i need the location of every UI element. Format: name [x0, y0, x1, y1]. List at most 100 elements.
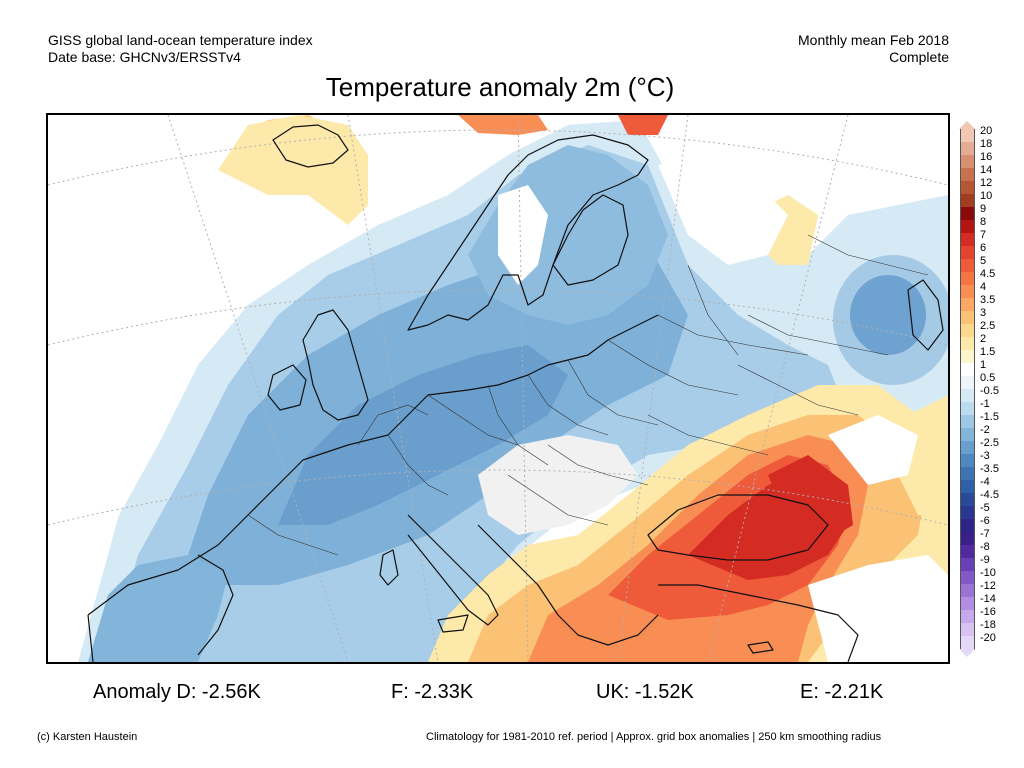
anomaly-spain: E: -2.21K [800, 681, 884, 703]
turkey-coast [658, 584, 859, 662]
continent-coast [87, 314, 659, 616]
legend-swatch [960, 363, 975, 377]
legend-label: 16 [980, 151, 993, 163]
legend-swatch [960, 272, 975, 286]
legend-swatch [960, 337, 975, 351]
copyright: (c) Karsten Haustein [37, 731, 138, 743]
legend-swatch [960, 558, 975, 572]
header-left: GISS global land-ocean temperature index… [48, 32, 313, 66]
legend-swatch [960, 415, 975, 429]
legend-label: -18 [980, 619, 996, 631]
turkey-hotspot [768, 455, 853, 540]
legend-swatch [960, 545, 975, 559]
legend-swatch [960, 181, 975, 195]
legend-label: -3 [980, 450, 990, 462]
ireland-coast [267, 364, 307, 411]
south-east-neutral [808, 555, 948, 662]
legend-swatch [960, 571, 975, 585]
legend-label: -9 [980, 554, 990, 566]
anomaly-uk: UK: -1.52K [596, 681, 694, 703]
neutral-patches [48, 115, 948, 662]
legend-label: -5 [980, 502, 990, 514]
footnote: Climatology for 1981-2010 ref. period | … [426, 731, 882, 743]
legend-label: 14 [980, 164, 993, 176]
legend-swatch [960, 311, 975, 325]
legend-label: -4 [980, 476, 990, 488]
legend-swatch [960, 402, 975, 416]
legend-label: -12 [980, 580, 996, 592]
iceland-warm-outer [218, 115, 368, 225]
legend-label: 7 [980, 229, 987, 241]
legend-swatch [960, 142, 975, 156]
map-canvas [48, 115, 948, 662]
legend-label: -1 [980, 398, 990, 410]
legend-label: 1.5 [980, 346, 996, 358]
legend-label: 2.5 [980, 320, 996, 332]
left-margin-neutral [48, 115, 218, 662]
legend-label: 2 [980, 333, 987, 345]
legend-swatch [960, 324, 975, 338]
cyprus [747, 641, 774, 654]
status-label: Complete [889, 49, 949, 65]
legend-label: -16 [980, 606, 996, 618]
legend-swatch [960, 220, 975, 234]
legend-swatch [960, 129, 975, 143]
legend-swatch [960, 584, 975, 598]
legend-label: -4.5 [980, 489, 999, 501]
caucasus-neutral [828, 415, 918, 485]
legend-label: 8 [980, 216, 987, 228]
legend-swatch [960, 350, 975, 364]
legend-cap-top [959, 121, 975, 129]
iberia-coast [87, 554, 234, 662]
legend-cap-bottom [959, 649, 975, 657]
north-russia-neutral [658, 155, 788, 265]
legend-swatch [960, 285, 975, 299]
legend-label: -10 [980, 567, 996, 579]
legend-label: 6 [980, 242, 987, 254]
iceland-coast [272, 124, 349, 168]
legend-swatch [960, 519, 975, 533]
legend-label: -14 [980, 593, 996, 605]
legend-label: 4.5 [980, 268, 996, 280]
legend-label: 18 [980, 138, 993, 150]
legend-label: 20 [980, 125, 993, 137]
legend-swatch [960, 194, 975, 208]
finland-coast [552, 194, 629, 286]
legend-label: -2.5 [980, 437, 999, 449]
legend-label: 10 [980, 190, 993, 202]
legend-swatch [960, 480, 975, 494]
legend-label: 3.5 [980, 294, 996, 306]
map-title: Temperature anomaly 2m (°C) [325, 72, 675, 102]
legend-swatch [960, 168, 975, 182]
legend-label: -20 [980, 632, 996, 644]
legend-swatch [960, 610, 975, 624]
graticule [48, 115, 948, 662]
legend-label: 3 [980, 307, 987, 319]
legend-swatch [960, 506, 975, 520]
anomaly-france: F: -2.33K [391, 681, 474, 703]
legend-label: -2 [980, 424, 990, 436]
legend-label: -1.5 [980, 411, 999, 423]
legend-label: -0.5 [980, 385, 999, 397]
novaya-zemlya [907, 279, 944, 351]
anomaly-map [46, 113, 950, 664]
index-label: GISS global land-ocean temperature index [48, 32, 313, 48]
coastlines [87, 124, 944, 662]
header-right: Monthly mean Feb 2018 Complete [798, 32, 949, 66]
legend-swatch [960, 441, 975, 455]
legend-swatch [960, 259, 975, 273]
sicily [437, 614, 469, 633]
legend-label: -3.5 [980, 463, 999, 475]
black-sea-coast [647, 494, 829, 561]
cold-core [278, 345, 568, 525]
legend-label: 9 [980, 203, 987, 215]
legend-swatch [960, 233, 975, 247]
balkan-neutral [478, 435, 638, 535]
database-label: Date base: GHCNv3/ERSSTv4 [48, 49, 241, 65]
period-label: Monthly mean Feb 2018 [798, 32, 949, 48]
legend-swatch [960, 454, 975, 468]
urals-warm [898, 395, 948, 515]
legend-swatch [960, 155, 975, 169]
legend-swatch [960, 597, 975, 611]
legend-label: 4 [980, 281, 987, 293]
